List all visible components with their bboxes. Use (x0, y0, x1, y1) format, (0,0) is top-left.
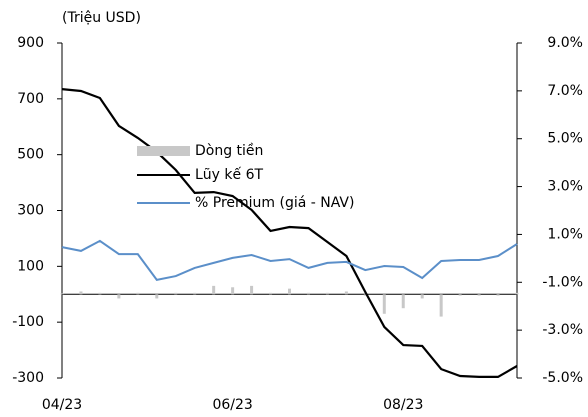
bar (269, 292, 273, 295)
bar (231, 287, 235, 295)
bar (344, 291, 348, 295)
bar (306, 292, 310, 295)
bar (325, 292, 329, 295)
bar (496, 294, 500, 296)
x-tick-label: 08/23 (383, 397, 423, 413)
bar (98, 292, 102, 295)
bar (250, 285, 254, 295)
line (61, 239, 518, 282)
y-tick-label: 700 (17, 91, 44, 107)
bar (193, 292, 197, 295)
legend-label: Dòng tiền (195, 142, 263, 159)
bar (155, 294, 159, 299)
bar (401, 294, 405, 309)
legend-label: % Premium (giá - NAV) (195, 195, 354, 211)
y-tick-label: 900 (17, 35, 44, 51)
bar (174, 292, 178, 295)
y-axis-title: (Triệu USD) (62, 10, 141, 26)
y-tick-label: 500 (17, 147, 44, 163)
legend-swatch (137, 146, 190, 156)
bar (420, 294, 424, 299)
y2-tick-label: 7.0% (547, 83, 583, 99)
bar (382, 294, 386, 314)
y2-tick-label: -5.0% (542, 370, 583, 386)
y2-tick-label: 5.0% (547, 131, 583, 147)
bar (515, 292, 519, 295)
y-tick-label: 300 (17, 203, 44, 219)
bar (458, 294, 462, 296)
x-tick-label: 04/23 (42, 397, 82, 413)
bar (117, 294, 121, 299)
bar (79, 291, 83, 295)
y2-tick-label: 1.0% (547, 226, 583, 242)
bar (60, 293, 64, 295)
y-tick-label: 100 (17, 258, 44, 274)
bar (477, 294, 481, 296)
x-tick-label: 06/23 (212, 397, 252, 413)
line (61, 88, 518, 378)
y-tick-label: -100 (12, 314, 44, 330)
y2-tick-label: 9.0% (547, 35, 583, 51)
bar (439, 294, 443, 317)
y2-tick-label: 3.0% (547, 179, 583, 195)
y2-tick-label: -3.0% (542, 322, 583, 338)
bar (288, 288, 291, 295)
y2-tick-label: -1.0% (542, 274, 583, 290)
bar (212, 285, 216, 295)
y-tick-label: -300 (12, 370, 44, 386)
bar (136, 292, 140, 295)
legend-label: Lũy kế 6T (195, 166, 263, 183)
bar (363, 294, 367, 296)
